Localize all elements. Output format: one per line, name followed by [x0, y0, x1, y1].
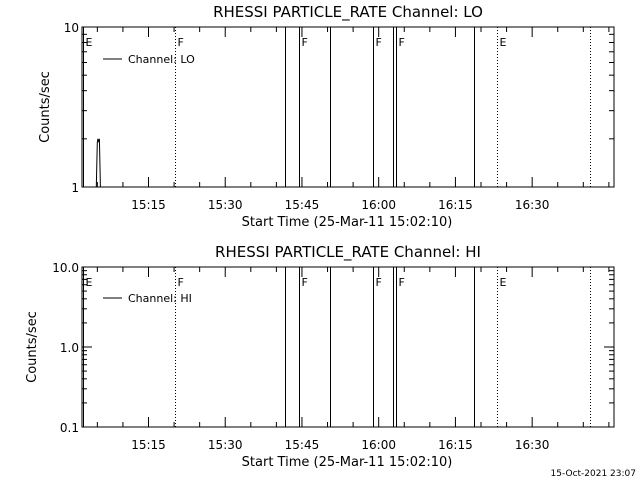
event-label-7: F — [399, 36, 405, 49]
y-tick-label: 1 — [71, 181, 79, 195]
x-axis-label: Start Time (25-Mar-11 15:02:10) — [242, 455, 453, 470]
chart-title: RHESSI PARTICLE_RATE Channel: HI — [215, 243, 481, 262]
event-label-3: F — [302, 276, 308, 289]
x-axis-ticks: 15:15 15:30 15:45 16:00 16:15 16:30 — [96, 267, 610, 452]
legend-label: Channel: HI — [128, 292, 192, 305]
x-tick-label: 16:30 — [515, 438, 550, 452]
y-tick-label: 10.0 — [52, 261, 79, 275]
plot-frame — [81, 26, 615, 188]
series-line-0 — [95, 138, 101, 188]
x-tick-label: 15:15 — [131, 438, 166, 452]
event-label-0: E — [86, 276, 93, 289]
x-axis-ticks: 15:15 15:30 15:45 16:00 16:15 16:30 — [96, 27, 610, 212]
plot-frame — [81, 266, 615, 428]
x-tick-label: 16:00 — [361, 438, 396, 452]
x-tick-label: 16:00 — [361, 198, 396, 212]
x-tick-label: 15:30 — [208, 198, 243, 212]
event-label-9: E — [500, 36, 507, 49]
x-tick-label: 16:30 — [515, 198, 550, 212]
event-label-5: F — [376, 36, 382, 49]
legend: Channel: LO — [103, 53, 195, 66]
event-label-1: F — [178, 36, 184, 49]
y-tick-label: 1.0 — [60, 341, 79, 355]
x-tick-label: 15:45 — [285, 438, 320, 452]
event-label-3: F — [302, 36, 308, 49]
y-tick-label: 0.1 — [60, 421, 79, 435]
event-label-9: E — [500, 276, 507, 289]
y-axis-label: Counts/sec — [25, 311, 40, 383]
chart-title: RHESSI PARTICLE_RATE Channel: LO — [213, 3, 483, 22]
legend: Channel: HI — [103, 292, 192, 305]
legend-label: Channel: LO — [128, 53, 195, 66]
x-tick-label: 15:45 — [285, 198, 320, 212]
event-label-7: F — [399, 276, 405, 289]
y-tick-label: 10 — [64, 21, 79, 35]
x-tick-label: 15:15 — [131, 198, 166, 212]
event-label-0: E — [86, 36, 93, 49]
footer-timestamp: 15-Oct-2021 23:07 — [551, 469, 636, 479]
event-label-1: F — [178, 276, 184, 289]
x-tick-label: 16:15 — [438, 438, 473, 452]
y-axis-label: Counts/sec — [38, 71, 53, 143]
x-tick-label: 16:15 — [438, 198, 473, 212]
data-series — [95, 138, 101, 188]
y-axis-ticks: 0.1 1.0 10.0 — [52, 261, 614, 435]
y-axis-ticks: 1 10 — [64, 21, 614, 195]
event-label-5: F — [376, 276, 382, 289]
x-tick-label: 15:30 — [208, 438, 243, 452]
x-axis-label: Start Time (25-Mar-11 15:02:10) — [242, 215, 453, 230]
